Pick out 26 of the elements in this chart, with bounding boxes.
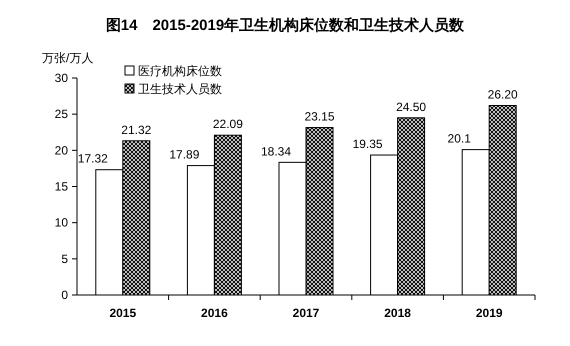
x-tick-label: 2016 bbox=[201, 306, 228, 320]
data-label: 23.15 bbox=[304, 110, 335, 124]
y-tick-label: 5 bbox=[61, 252, 68, 266]
y-tick-label: 15 bbox=[54, 180, 68, 194]
y-tick-label: 10 bbox=[54, 216, 68, 230]
data-label: 26.20 bbox=[488, 87, 518, 102]
data-label: 21.32 bbox=[121, 122, 152, 137]
legend-label: 医疗机构床位数 bbox=[138, 64, 222, 78]
chart-title: 图14 2015-2019年卫生机构床位数和卫生技术人员数 bbox=[106, 16, 466, 34]
x-tick-label: 2017 bbox=[292, 306, 320, 320]
x-tick-label: 2015 bbox=[109, 306, 136, 320]
x-tick-label: 2019 bbox=[476, 306, 503, 320]
x-tick-label: 2018 bbox=[384, 306, 412, 320]
data-label: 20.1 bbox=[448, 132, 472, 146]
y-tick-label: 30 bbox=[54, 71, 68, 85]
data-label: 17.89 bbox=[169, 148, 200, 162]
data-label: 18.34 bbox=[260, 144, 292, 158]
y-axis-title: 万张/万人 bbox=[42, 51, 94, 65]
y-tick-label: 20 bbox=[54, 143, 68, 158]
data-label: 17.32 bbox=[78, 152, 108, 166]
y-tick-label: 0 bbox=[61, 288, 68, 302]
data-label: 22.09 bbox=[212, 117, 244, 132]
data-label: 19.35 bbox=[352, 137, 383, 152]
data-label: 24.50 bbox=[396, 100, 426, 114]
y-tick-label: 25 bbox=[54, 107, 68, 122]
legend-label: 卫生技术人员数 bbox=[138, 82, 222, 96]
